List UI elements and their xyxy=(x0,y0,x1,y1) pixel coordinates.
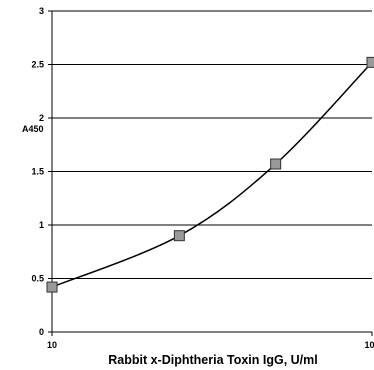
y-tick-label: 0.5 xyxy=(31,274,44,284)
x-axis-label: Rabbit x-Diphtheria Toxin IgG, U/ml xyxy=(108,353,318,367)
data-point-marker xyxy=(173,230,185,242)
y-axis-label: A450 xyxy=(22,124,44,134)
data-point-marker xyxy=(270,158,282,170)
data-point-marker xyxy=(366,56,374,68)
grid-lines xyxy=(52,10,372,279)
y-tick-label: 0 xyxy=(39,327,44,337)
y-tick-label: 1.5 xyxy=(31,167,44,177)
data-point-marker xyxy=(46,281,58,293)
x-tick-label: 10 xyxy=(47,340,57,350)
series-line xyxy=(51,61,373,288)
y-tick-label: 2 xyxy=(39,113,44,123)
y-tick-label: 1 xyxy=(39,220,44,230)
x-axis-ticks: 10 100 xyxy=(47,332,374,350)
x-tick-label: 100 xyxy=(364,340,374,350)
series xyxy=(46,56,374,293)
y-tick-label: 2.5 xyxy=(31,60,44,70)
y-tick-label: 3 xyxy=(39,6,44,16)
y-axis-ticks: 0 0.5 1 1.5 2 2.5 3 xyxy=(31,6,52,337)
